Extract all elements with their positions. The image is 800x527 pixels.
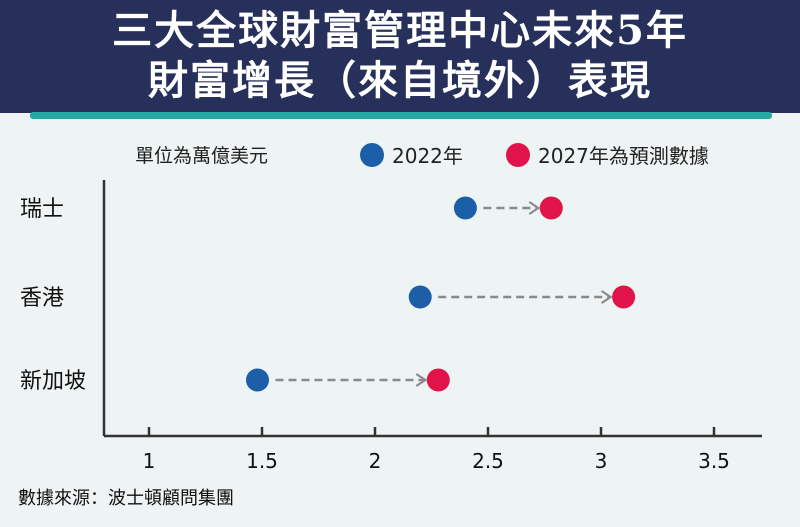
row-2: 新加坡 (20, 368, 450, 394)
legend-item-2027: 2027年為預測數據 (506, 140, 709, 169)
legend-dot-2027 (506, 142, 530, 167)
legend-dot-2022 (360, 142, 384, 167)
x-tick-label-2: 2 (369, 449, 382, 473)
row-0: 瑞士 (20, 196, 563, 222)
point-2027-0 (539, 196, 563, 220)
header-banner: 三大全球財富管理中心未來5年 財富增長（來自境外）表現 (0, 0, 800, 113)
chart-axes: 1 1.5 2 2.5 3 3.5 (102, 180, 762, 473)
x-tick-label-5: 3.5 (698, 449, 730, 473)
category-label-1: 香港 (20, 286, 64, 311)
category-label-0: 瑞士 (20, 197, 64, 222)
x-tick-label-4: 3 (595, 449, 608, 473)
point-2027-1 (612, 285, 636, 309)
legend-label-2022: 2022年 (392, 144, 463, 168)
unit-label: 單位為萬億美元 (135, 145, 269, 167)
source-note: 數據來源：波士頓顧問集團 (18, 488, 234, 509)
point-2022-0 (453, 196, 477, 220)
x-tick-label-0: 1 (143, 449, 156, 473)
point-2022-2 (245, 368, 269, 392)
row-1: 香港 (20, 285, 636, 311)
accent-bar (30, 112, 772, 119)
legend-label-2027: 2027年為預測數據 (538, 144, 709, 168)
legend-item-2022: 2022年 (360, 140, 463, 169)
point-2027-2 (426, 368, 450, 392)
category-label-2: 新加坡 (20, 369, 86, 394)
x-tick-label-1: 1.5 (246, 449, 278, 473)
chart-title-line2: 財富增長（來自境外）表現 (148, 57, 652, 104)
point-2022-1 (408, 285, 432, 309)
chart-title-line1: 三大全球財富管理中心未來5年 (112, 7, 688, 54)
x-tick-label-3: 2.5 (472, 449, 504, 473)
